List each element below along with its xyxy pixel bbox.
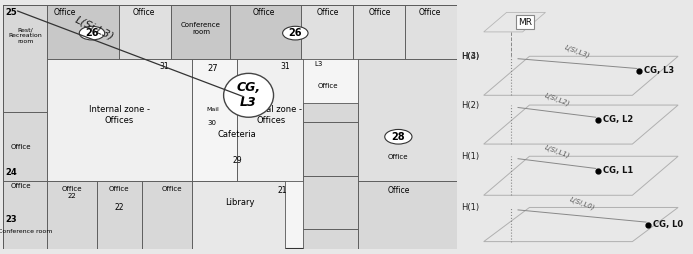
Bar: [192, 59, 237, 181]
Text: Office: Office: [317, 8, 339, 17]
Text: H(4): H(4): [461, 52, 479, 61]
Text: CG,
L3: CG, L3: [236, 81, 261, 109]
Text: Cafeteria: Cafeteria: [218, 130, 256, 139]
Text: Library: Library: [225, 198, 254, 207]
Text: Office: Office: [369, 8, 392, 17]
Text: CG, L2: CG, L2: [603, 115, 633, 124]
Text: 23: 23: [6, 215, 17, 224]
Bar: [46, 59, 192, 181]
Text: CG, L1: CG, L1: [603, 166, 633, 176]
Bar: [303, 122, 358, 176]
Bar: [171, 5, 230, 59]
Bar: [405, 5, 457, 59]
Text: Conference room: Conference room: [0, 229, 53, 234]
Text: Internal zone -
Offices: Internal zone - Offices: [89, 105, 150, 124]
Text: Office: Office: [133, 8, 155, 17]
Bar: [192, 181, 285, 249]
Text: MR: MR: [518, 18, 532, 27]
Text: Rest/
Recreation
room: Rest/ Recreation room: [8, 27, 42, 44]
Circle shape: [79, 26, 105, 40]
Text: H(3): H(3): [461, 52, 479, 61]
Text: Office
22: Office 22: [61, 185, 82, 199]
Circle shape: [283, 26, 308, 40]
Text: CG, L3: CG, L3: [644, 66, 674, 75]
Text: Office: Office: [318, 83, 338, 89]
Text: 29: 29: [232, 156, 242, 165]
Text: L(Si,L3): L(Si,L3): [564, 43, 591, 59]
Text: Office: Office: [388, 154, 409, 160]
Text: CG, L0: CG, L0: [653, 220, 683, 229]
Circle shape: [385, 130, 412, 144]
Text: H(2): H(2): [461, 101, 479, 109]
Text: 25: 25: [6, 8, 17, 17]
Text: L(Si,L0): L(Si,L0): [568, 196, 595, 211]
Bar: [96, 181, 142, 249]
Polygon shape: [484, 12, 545, 32]
Text: 22: 22: [114, 203, 124, 212]
Text: Office: Office: [252, 8, 274, 17]
Text: Conference
room: Conference room: [181, 22, 221, 35]
Bar: [303, 229, 358, 249]
Bar: [3, 181, 46, 249]
Bar: [192, 127, 237, 181]
Bar: [3, 5, 46, 112]
Text: 31: 31: [280, 61, 290, 71]
Bar: [353, 5, 405, 59]
Text: Mail: Mail: [206, 107, 218, 113]
Bar: [303, 176, 358, 229]
Bar: [142, 181, 192, 249]
Text: 26: 26: [288, 28, 302, 38]
Text: Office: Office: [109, 185, 130, 192]
Text: Office: Office: [387, 185, 410, 195]
Bar: [358, 59, 457, 181]
Text: 26: 26: [85, 28, 98, 38]
Text: Office: Office: [419, 8, 441, 17]
Polygon shape: [484, 105, 678, 144]
Polygon shape: [484, 208, 678, 242]
Bar: [237, 59, 303, 181]
Text: 27: 27: [207, 64, 218, 73]
Text: L(Si,L3): L(Si,L3): [73, 14, 115, 42]
Text: L(Si,L2): L(Si,L2): [543, 92, 570, 107]
Bar: [230, 5, 301, 59]
Text: Internal zone -
Offices: Internal zone - Offices: [240, 105, 301, 124]
Bar: [303, 103, 358, 122]
Text: 24: 24: [6, 168, 17, 178]
Text: 31: 31: [160, 61, 169, 71]
Bar: [46, 5, 119, 59]
Bar: [3, 112, 46, 181]
Polygon shape: [484, 56, 678, 95]
Text: 28: 28: [392, 132, 405, 142]
Text: L(Si,L1): L(Si,L1): [543, 144, 570, 159]
Text: Office: Office: [10, 183, 30, 189]
Text: 21: 21: [278, 185, 288, 195]
Text: L3: L3: [315, 61, 323, 67]
Bar: [358, 181, 457, 249]
Text: H(1): H(1): [461, 203, 479, 212]
Polygon shape: [484, 156, 678, 195]
Bar: [119, 5, 171, 59]
Text: 30: 30: [208, 120, 217, 126]
Ellipse shape: [224, 73, 274, 117]
Text: Office: Office: [10, 144, 30, 150]
Bar: [46, 181, 96, 249]
Bar: [301, 5, 353, 59]
Text: Office: Office: [53, 8, 76, 17]
Text: Office: Office: [161, 185, 182, 192]
Text: H(1): H(1): [461, 152, 479, 161]
